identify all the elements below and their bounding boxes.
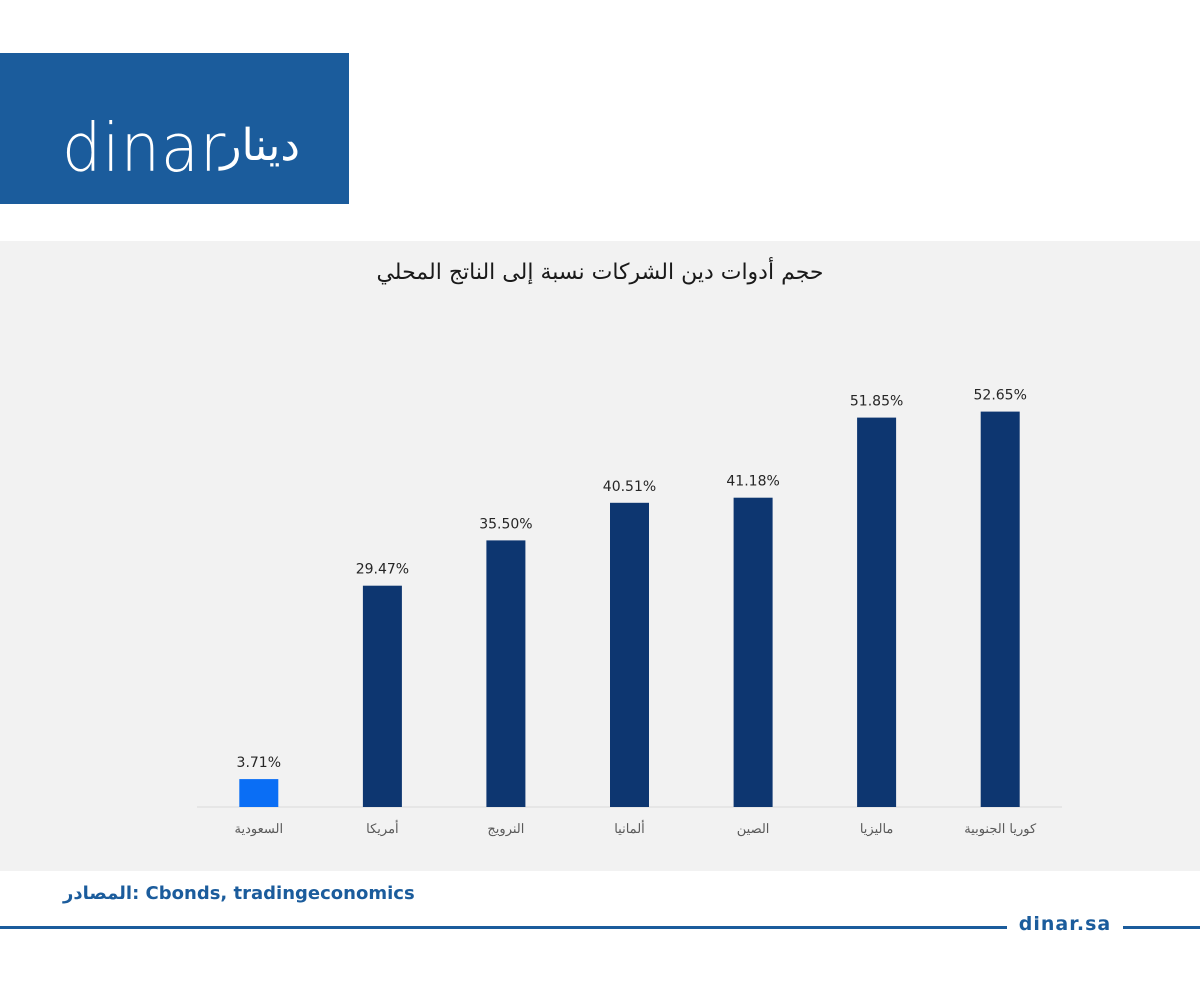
footer-site-link[interactable]: dinar.sa — [1018, 913, 1112, 935]
bar-5 — [733, 497, 773, 807]
data-label-2: 29.47% — [356, 562, 409, 578]
sources-note: المصادر: Cbonds, tradingeconomics — [63, 883, 415, 904]
data-label-1: 3.71% — [237, 755, 281, 771]
bar-4 — [610, 502, 649, 807]
logo-tagline: منصة التمويل بالصكوك — [62, 202, 299, 226]
x-tick-label-1: السعودية — [235, 822, 284, 837]
data-label-6: 51.85% — [850, 394, 903, 410]
bar-1 — [239, 779, 279, 807]
bar-2 — [362, 585, 402, 807]
footer-divider-left — [0, 926, 1007, 929]
data-label-7: 52.65% — [974, 388, 1027, 404]
x-tick-label-4: ألمانيا — [614, 820, 645, 837]
x-tick-label-2: أمريكا — [366, 820, 399, 837]
chart-title: حجم أدوات دين الشركات نسبة إلى الناتج ال… — [376, 260, 824, 285]
bar-7 — [980, 411, 1020, 807]
data-label-4: 40.51% — [603, 479, 656, 495]
data-label-3: 35.50% — [479, 516, 532, 532]
logo-wordmark-latin: dinar — [62, 108, 227, 188]
bar-3 — [486, 540, 526, 807]
footer-divider-right — [1123, 926, 1200, 929]
bar-6 — [857, 417, 897, 807]
x-tick-label-3: النرويج — [487, 822, 524, 837]
x-tick-label-7: كوريا الجنوبية — [964, 822, 1037, 837]
x-tick-label-6: ماليزيا — [860, 822, 894, 837]
logo-block: dinar دينار منصة التمويل بالصكوك — [0, 53, 349, 226]
logo-wordmark-arabic: دينار — [220, 120, 300, 171]
data-label-5: 41.18% — [726, 474, 779, 490]
x-tick-label-5: الصين — [737, 822, 770, 837]
